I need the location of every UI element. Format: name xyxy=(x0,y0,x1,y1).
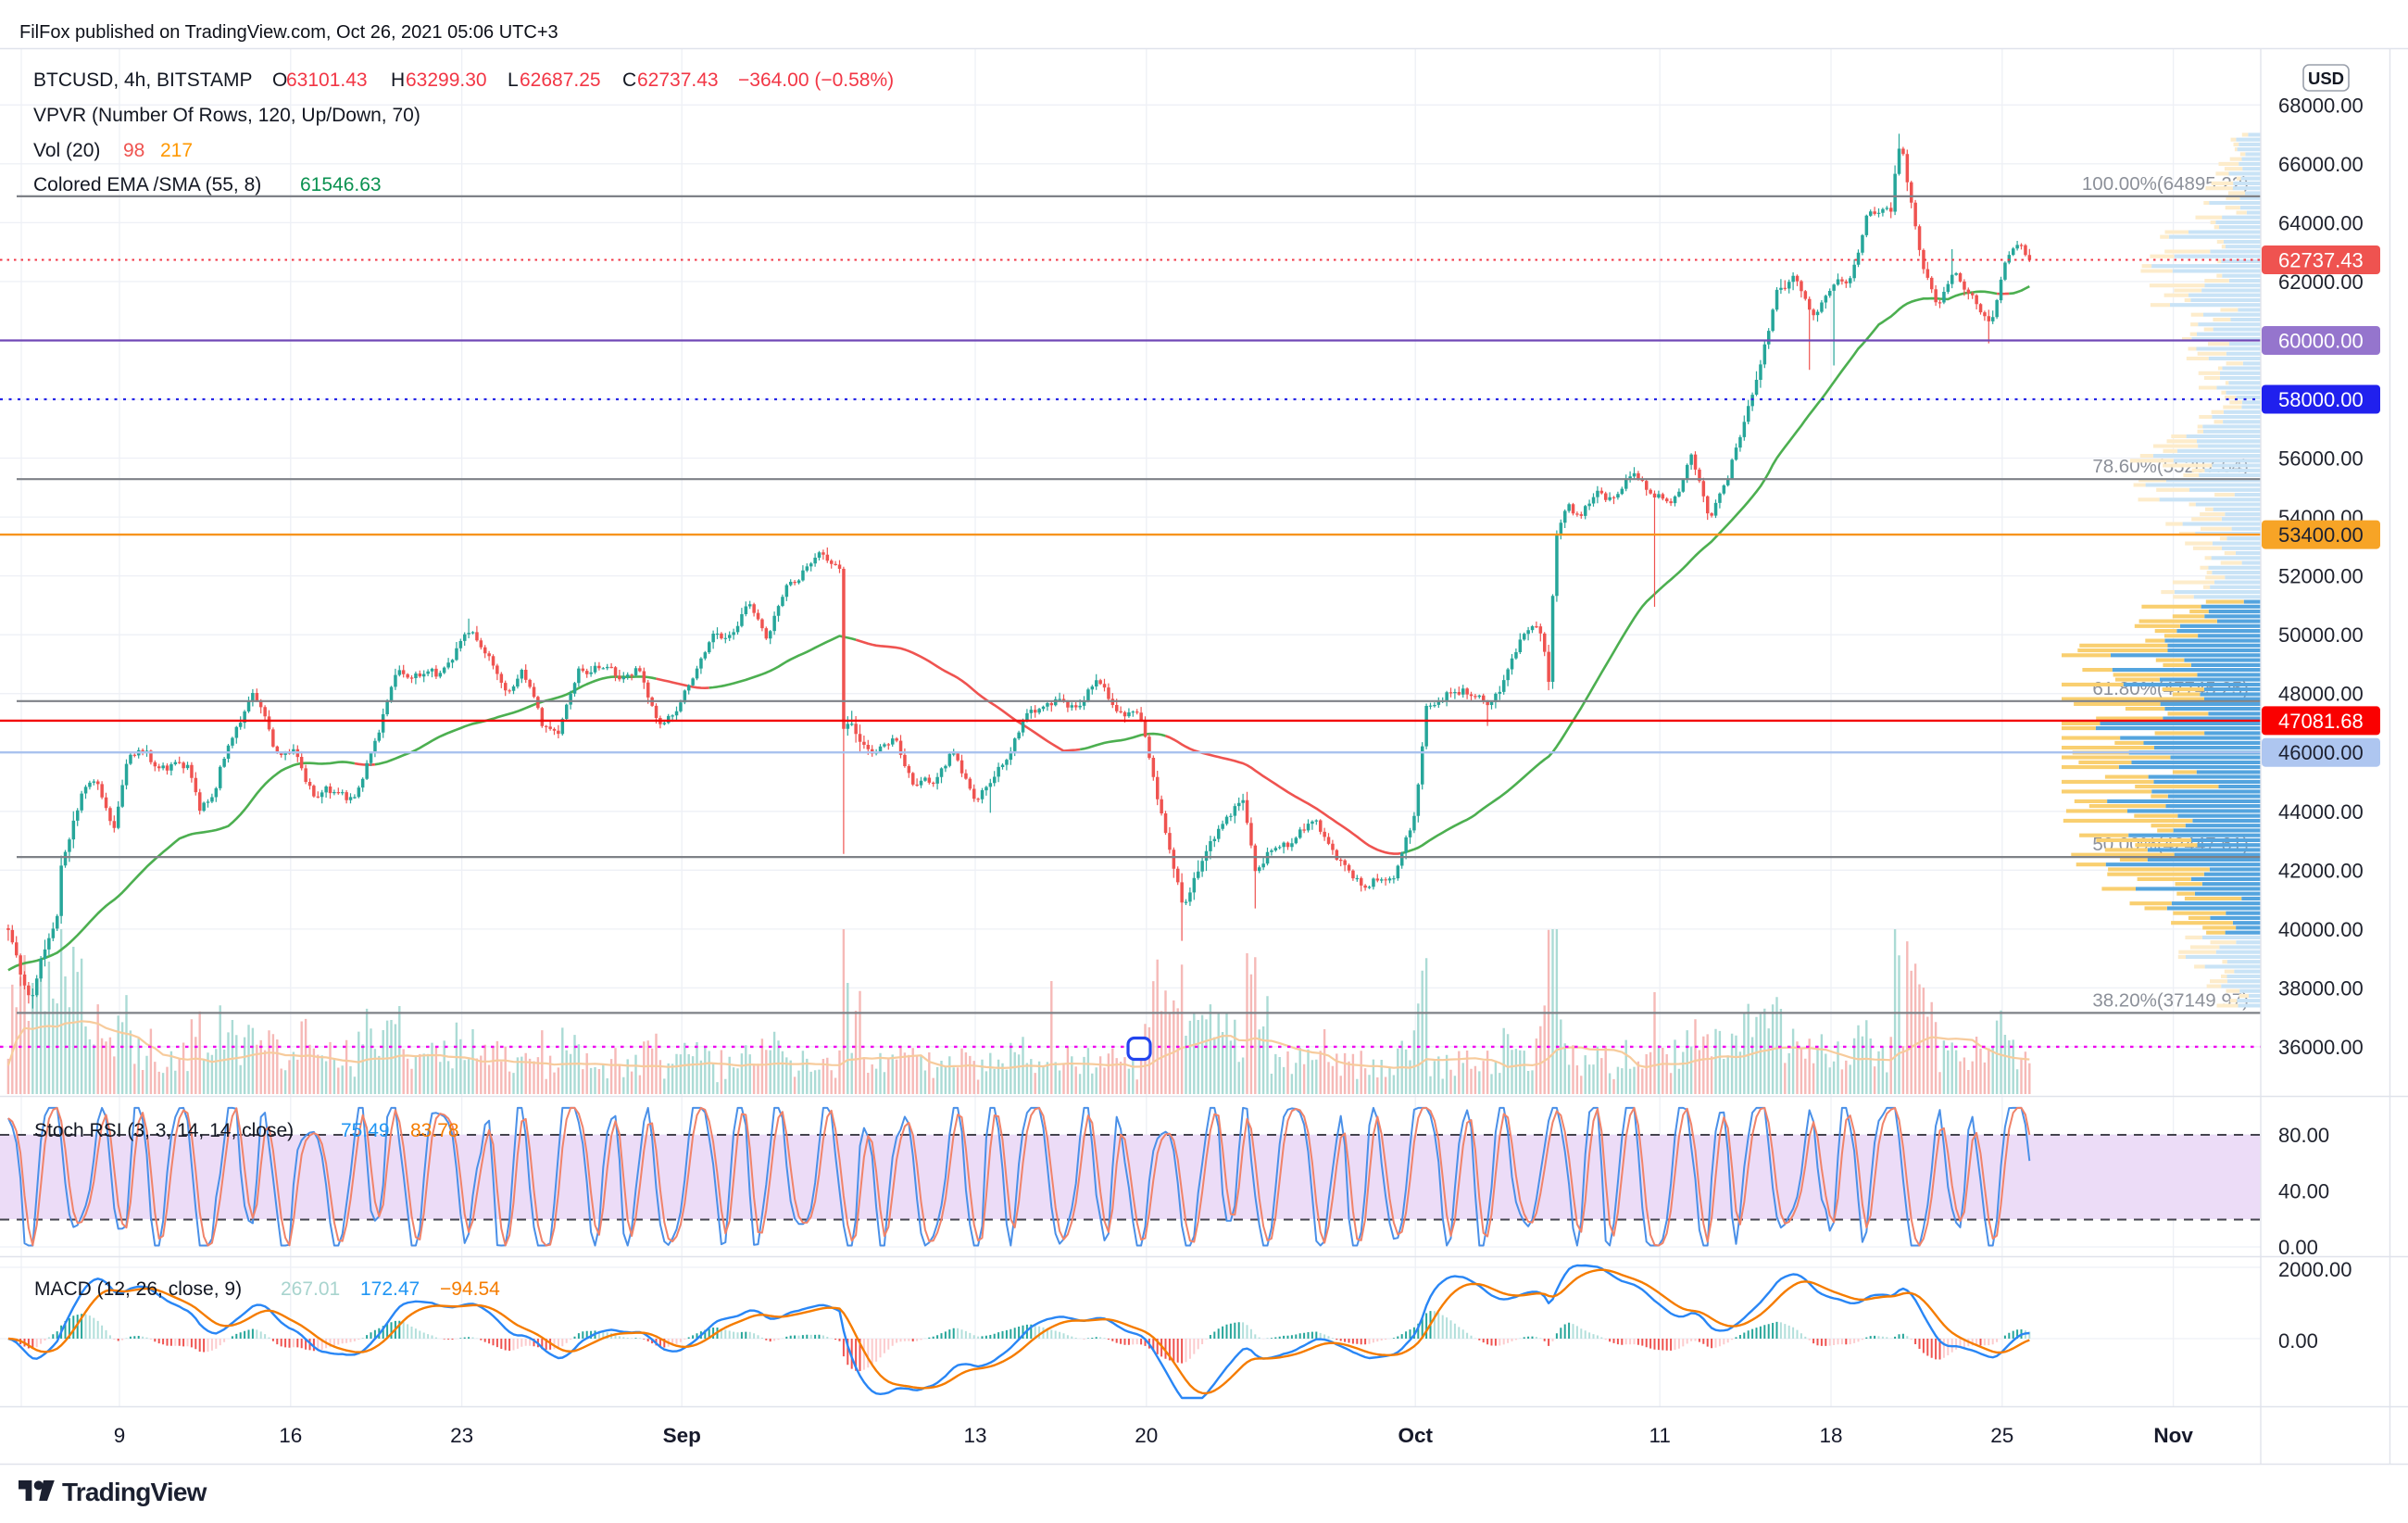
svg-text:25: 25 xyxy=(1990,1424,2013,1447)
svg-text:40000.00: 40000.00 xyxy=(2278,918,2364,941)
svg-text:58000.00: 58000.00 xyxy=(2278,388,2364,411)
svg-text:66000.00: 66000.00 xyxy=(2278,153,2364,176)
svg-text:TradingView: TradingView xyxy=(62,1478,207,1506)
svg-text:44000.00: 44000.00 xyxy=(2278,800,2364,824)
svg-text:60000.00: 60000.00 xyxy=(2278,330,2364,353)
svg-text:0.00: 0.00 xyxy=(2278,1236,2318,1259)
svg-text:23: 23 xyxy=(450,1424,473,1447)
svg-text:2000.00: 2000.00 xyxy=(2278,1258,2352,1281)
svg-text:Nov: Nov xyxy=(2153,1424,2193,1447)
svg-text:18: 18 xyxy=(1819,1424,1842,1447)
svg-text:11: 11 xyxy=(1649,1424,1671,1447)
svg-text:53400.00: 53400.00 xyxy=(2278,523,2364,547)
svg-text:68000.00: 68000.00 xyxy=(2278,94,2364,117)
svg-text:20: 20 xyxy=(1135,1424,1158,1447)
svg-text:62000.00: 62000.00 xyxy=(2278,271,2364,294)
svg-text:36000.00: 36000.00 xyxy=(2278,1036,2364,1059)
svg-text:Stoch RSI (3, 3, 14, 14, close: Stoch RSI (3, 3, 14, 14, close) 75.49 83.7… xyxy=(34,1120,459,1141)
svg-text:62737.43: 62737.43 xyxy=(2278,249,2364,272)
svg-text:9: 9 xyxy=(114,1424,126,1447)
svg-text:0.00: 0.00 xyxy=(2278,1329,2318,1353)
svg-text:56000.00: 56000.00 xyxy=(2278,447,2364,471)
svg-text:13: 13 xyxy=(963,1424,986,1447)
svg-text:38000.00: 38000.00 xyxy=(2278,976,2364,1000)
svg-text:Colored EMA /SMA (55, 8)61546.: Colored EMA /SMA (55, 8) 61546.63 xyxy=(33,174,382,195)
svg-text:42000.00: 42000.00 xyxy=(2278,859,2364,882)
svg-text:52000.00: 52000.00 xyxy=(2278,565,2364,588)
svg-text:47081.68: 47081.68 xyxy=(2278,710,2364,733)
svg-text:16: 16 xyxy=(279,1424,302,1447)
svg-text:64000.00: 64000.00 xyxy=(2278,211,2364,234)
svg-text:Oct: Oct xyxy=(1398,1424,1433,1447)
svg-text:50000.00: 50000.00 xyxy=(2278,623,2364,647)
svg-text:38.20%(37149.97): 38.20%(37149.97) xyxy=(2092,989,2249,1011)
svg-text:46000.00: 46000.00 xyxy=(2278,741,2364,764)
svg-text:FilFox published on TradingVie: FilFox published on TradingView.com, Oct… xyxy=(19,22,558,43)
svg-text:VPVR (Number Of Rows, 120, Up/: VPVR (Number Of Rows, 120, Up/Down, 70) xyxy=(33,105,420,126)
svg-text:Sep: Sep xyxy=(663,1424,701,1447)
svg-text:48000.00: 48000.00 xyxy=(2278,683,2364,706)
svg-text:USD: USD xyxy=(2308,69,2344,88)
svg-text:80.00: 80.00 xyxy=(2278,1124,2329,1147)
svg-text:40.00: 40.00 xyxy=(2278,1180,2329,1203)
